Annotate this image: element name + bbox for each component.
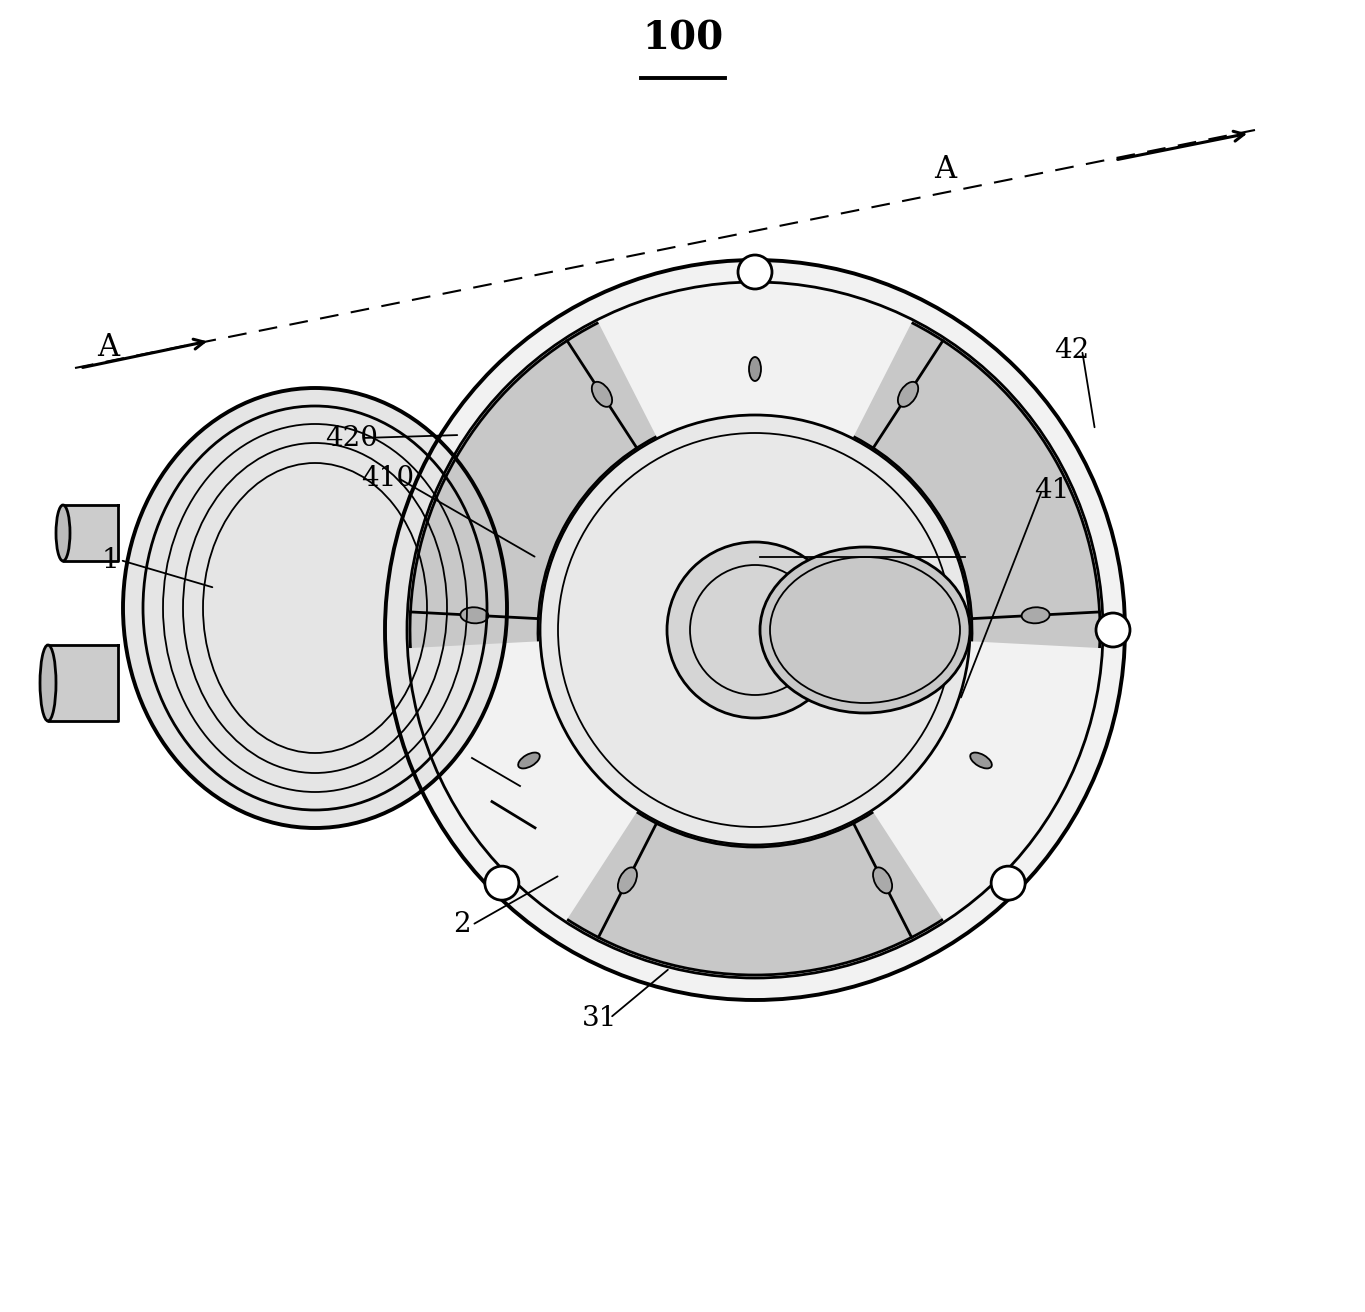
Ellipse shape (1096, 613, 1130, 647)
Text: 100: 100 (643, 20, 723, 58)
Wedge shape (411, 324, 657, 648)
Ellipse shape (40, 646, 56, 722)
Ellipse shape (592, 382, 612, 407)
Ellipse shape (667, 542, 844, 718)
Ellipse shape (123, 388, 506, 828)
Ellipse shape (460, 607, 489, 623)
Ellipse shape (618, 867, 637, 893)
Ellipse shape (738, 255, 773, 289)
Text: 42: 42 (1054, 336, 1089, 363)
Text: 31: 31 (583, 1005, 618, 1031)
Polygon shape (48, 646, 117, 722)
Ellipse shape (898, 382, 919, 407)
Ellipse shape (991, 866, 1025, 900)
Ellipse shape (519, 753, 539, 769)
Ellipse shape (749, 357, 762, 380)
Text: 420: 420 (325, 425, 378, 451)
Ellipse shape (485, 866, 519, 900)
Ellipse shape (760, 547, 971, 712)
Ellipse shape (56, 505, 70, 562)
Ellipse shape (541, 415, 971, 845)
Text: 41: 41 (1035, 476, 1070, 504)
Text: 410: 410 (362, 464, 415, 492)
Wedge shape (853, 324, 1099, 648)
Text: A: A (97, 332, 119, 363)
Text: A: A (934, 155, 956, 185)
Wedge shape (568, 811, 942, 974)
Ellipse shape (1021, 607, 1050, 623)
Polygon shape (63, 505, 117, 562)
Ellipse shape (971, 753, 992, 769)
Text: 2: 2 (453, 912, 471, 938)
Text: 1: 1 (101, 547, 119, 573)
Ellipse shape (874, 867, 893, 893)
Ellipse shape (385, 260, 1125, 1000)
